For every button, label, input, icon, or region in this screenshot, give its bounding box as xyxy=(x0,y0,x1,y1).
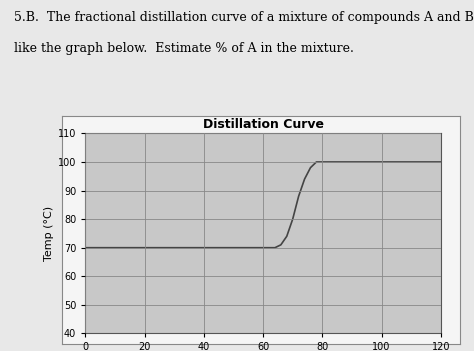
Text: 5.B.  The fractional distillation curve of a mixture of compounds A and B looks: 5.B. The fractional distillation curve o… xyxy=(14,11,474,24)
Text: like the graph below.  Estimate % of A in the mixture.: like the graph below. Estimate % of A in… xyxy=(14,42,354,55)
Title: Distillation Curve: Distillation Curve xyxy=(202,118,324,131)
Y-axis label: Temp (°C): Temp (°C) xyxy=(44,206,54,261)
